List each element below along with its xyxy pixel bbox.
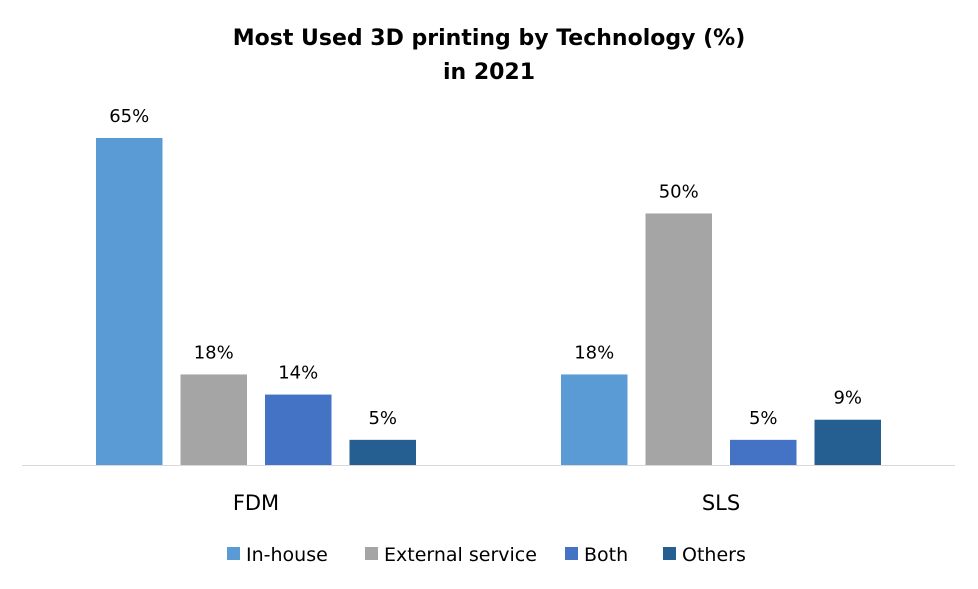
data-label: 5%: [368, 408, 397, 429]
legend-label: In-house: [246, 544, 328, 566]
legend-label: Others: [682, 544, 746, 566]
category-label-sls: SLS: [702, 491, 740, 515]
legend-swatch-both: [565, 547, 578, 560]
bars-group: 65% 18% 14% 5% 18% 50% 5% 9%: [96, 106, 881, 465]
legend-swatch-others: [663, 547, 676, 560]
legend: In-house External service Both Others: [227, 544, 746, 566]
bar-fdm-both: [265, 394, 332, 465]
legend-swatch-in-house: [227, 547, 240, 560]
bar-fdm-external-service: [180, 374, 247, 465]
chart-subtitle: in 2021: [443, 60, 535, 85]
data-label: 50%: [659, 181, 699, 202]
bar-fdm-in-house: [96, 138, 163, 465]
bar-fdm-others: [349, 439, 416, 465]
category-labels: FDM SLS: [233, 491, 740, 515]
bar-sls-others: [814, 419, 881, 465]
bar-sls-external-service: [645, 213, 712, 465]
data-label: 5%: [749, 408, 778, 429]
category-label-fdm: FDM: [233, 491, 279, 515]
bar-sls-both: [730, 439, 797, 465]
legend-label: External service: [384, 544, 537, 566]
data-label: 18%: [574, 342, 614, 363]
data-label: 14%: [278, 363, 318, 384]
data-label: 65%: [109, 106, 149, 127]
data-label: 9%: [833, 388, 862, 409]
data-label: 18%: [194, 342, 234, 363]
bar-sls-in-house: [561, 374, 628, 465]
legend-swatch-external-service: [365, 547, 378, 560]
chart-title: Most Used 3D printing by Technology (%): [233, 26, 746, 51]
legend-label: Both: [584, 544, 628, 566]
